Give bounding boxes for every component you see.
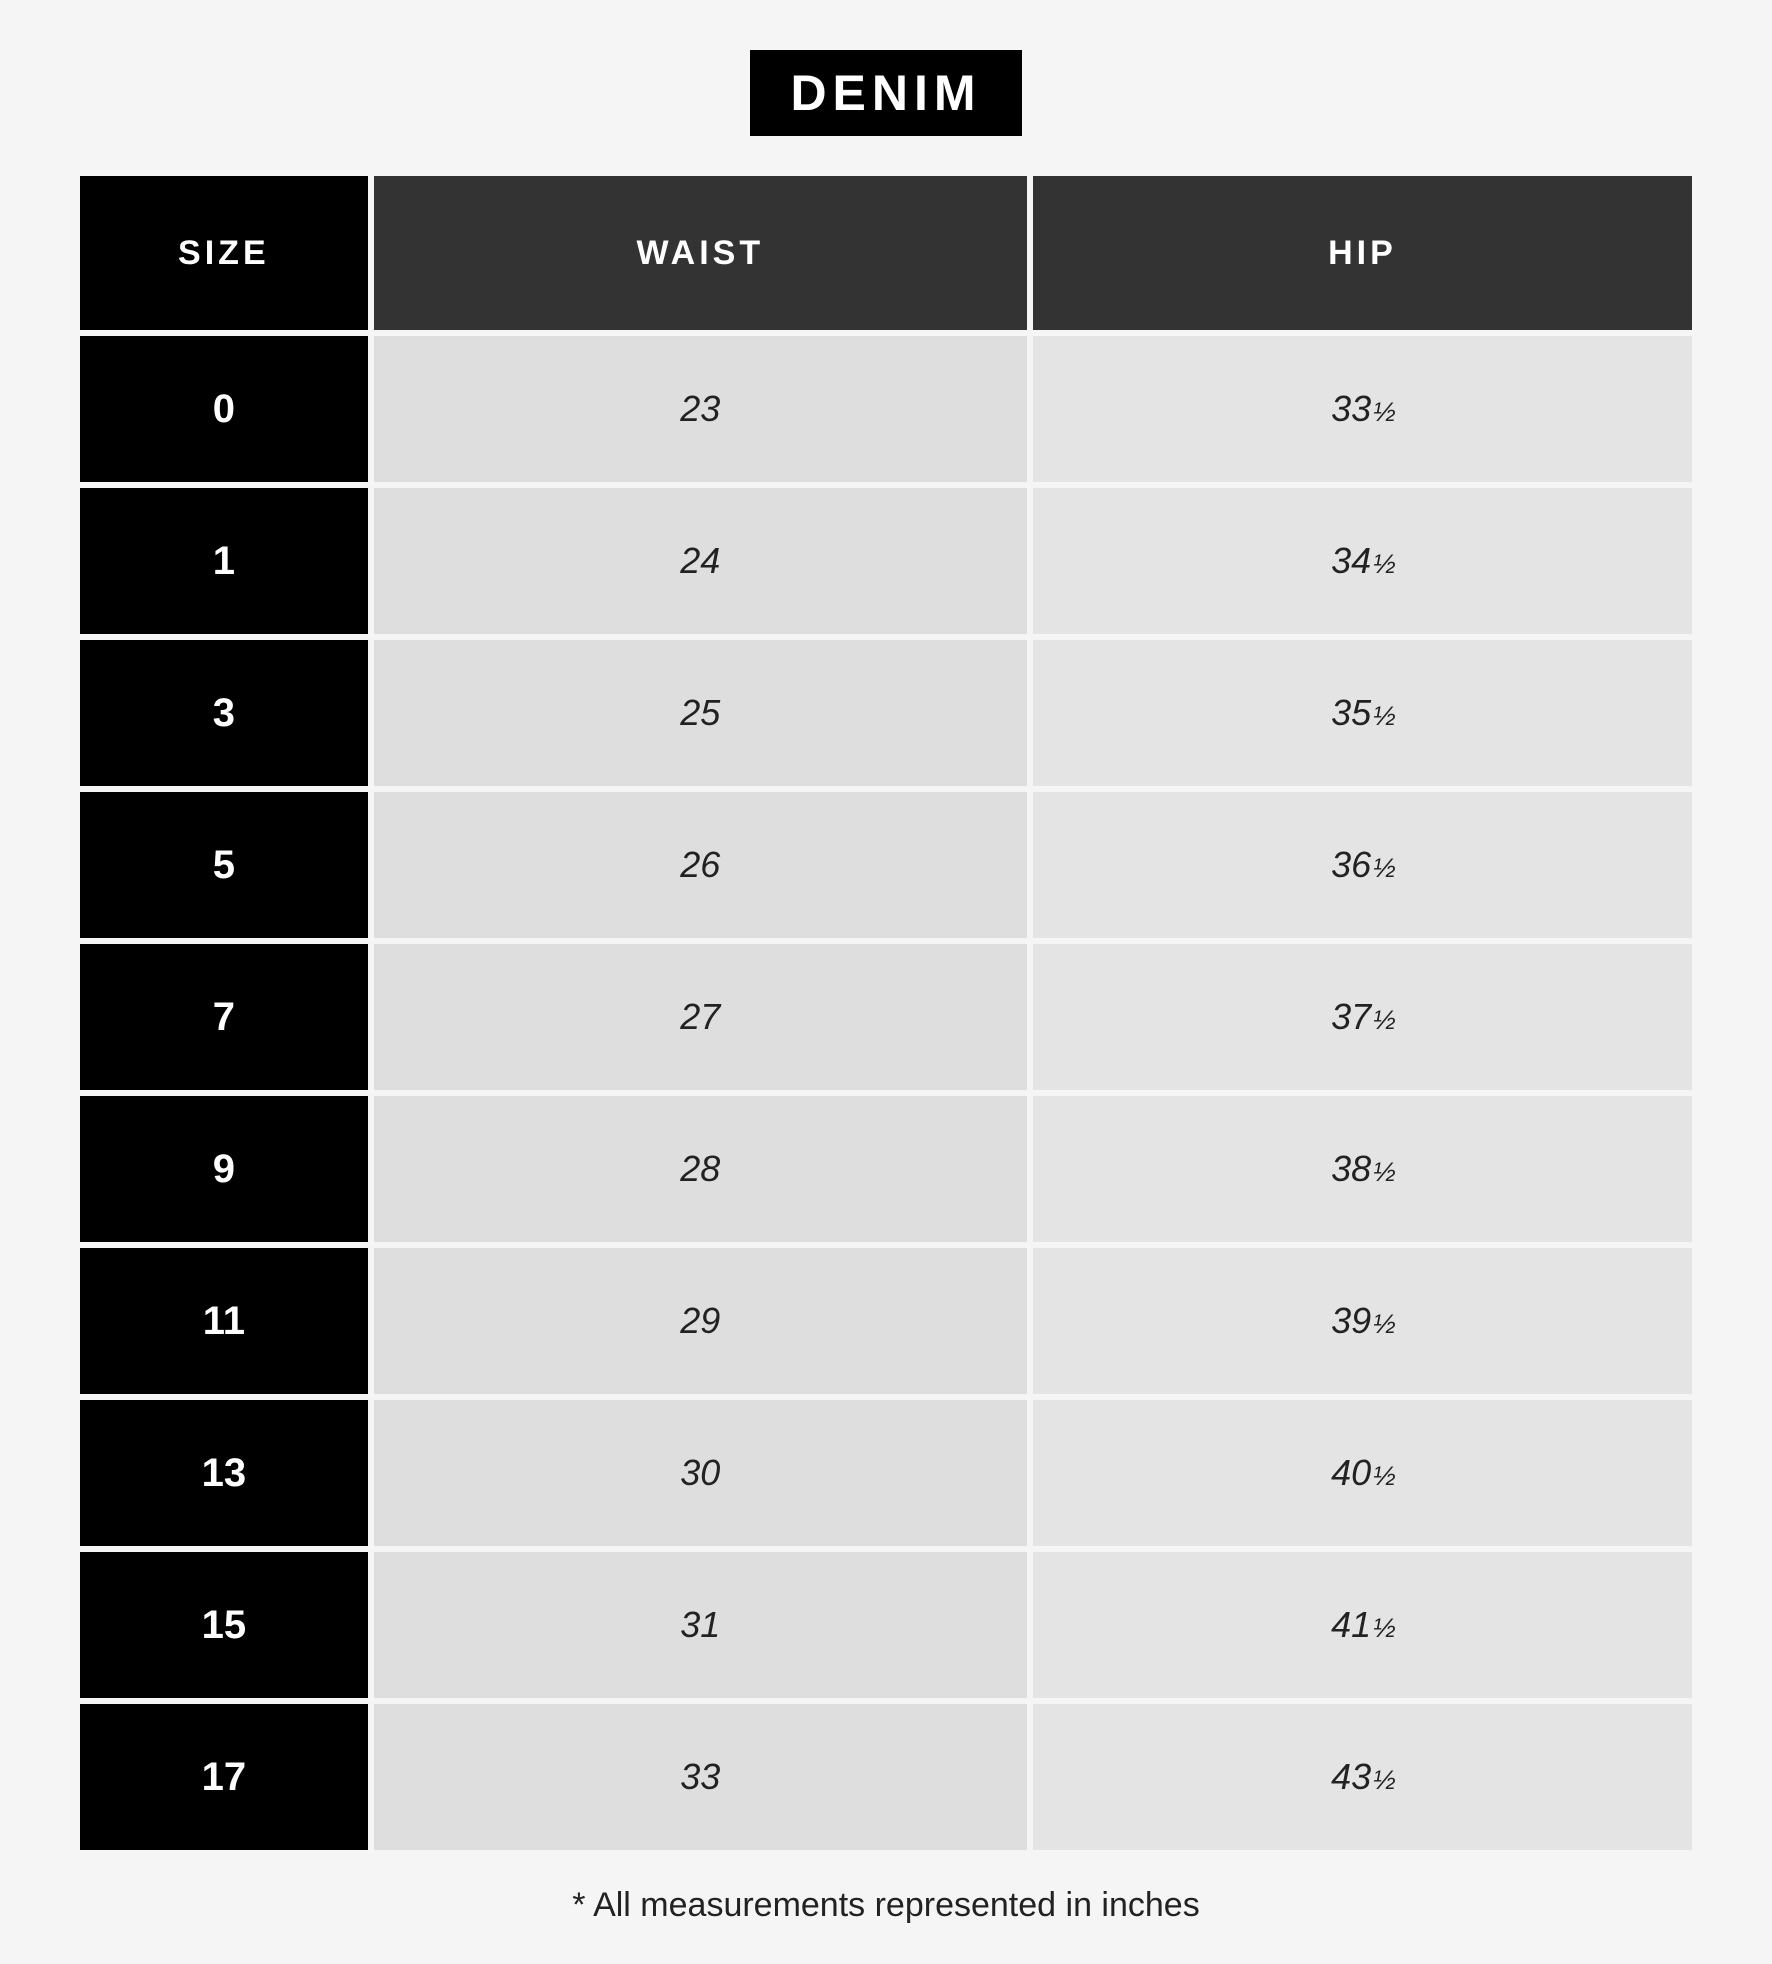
waist-cell: 31 bbox=[374, 1552, 1033, 1704]
table-row: 133040½ bbox=[80, 1400, 1692, 1552]
table-row: 02333½ bbox=[80, 336, 1692, 488]
size-cell: 15 bbox=[80, 1552, 374, 1704]
hip-fraction: ½ bbox=[1373, 853, 1394, 883]
hip-fraction: ½ bbox=[1373, 1005, 1394, 1035]
hip-fraction: ½ bbox=[1373, 1765, 1394, 1795]
hip-whole: 35 bbox=[1331, 692, 1371, 733]
hip-whole: 33 bbox=[1331, 388, 1371, 429]
hip-whole: 40 bbox=[1331, 1452, 1371, 1493]
page-title: DENIM bbox=[750, 50, 1021, 136]
size-cell: 1 bbox=[80, 488, 374, 640]
table-row: 12434½ bbox=[80, 488, 1692, 640]
waist-cell: 27 bbox=[374, 944, 1033, 1096]
waist-cell: 33 bbox=[374, 1704, 1033, 1856]
size-cell: 0 bbox=[80, 336, 374, 488]
hip-fraction: ½ bbox=[1373, 397, 1394, 427]
hip-whole: 39 bbox=[1331, 1300, 1371, 1341]
table-row: 52636½ bbox=[80, 792, 1692, 944]
hip-fraction: ½ bbox=[1373, 1461, 1394, 1491]
hip-cell: 35½ bbox=[1033, 640, 1692, 792]
table-row: 112939½ bbox=[80, 1248, 1692, 1400]
size-cell: 3 bbox=[80, 640, 374, 792]
waist-cell: 26 bbox=[374, 792, 1033, 944]
size-cell: 9 bbox=[80, 1096, 374, 1248]
size-cell: 11 bbox=[80, 1248, 374, 1400]
waist-cell: 23 bbox=[374, 336, 1033, 488]
hip-whole: 38 bbox=[1331, 1148, 1371, 1189]
hip-whole: 43 bbox=[1331, 1756, 1371, 1797]
hip-cell: 40½ bbox=[1033, 1400, 1692, 1552]
table-row: 153141½ bbox=[80, 1552, 1692, 1704]
waist-cell: 30 bbox=[374, 1400, 1033, 1552]
header-row: SIZE WAIST HIP bbox=[80, 176, 1692, 336]
table-row: 173343½ bbox=[80, 1704, 1692, 1856]
waist-cell: 29 bbox=[374, 1248, 1033, 1400]
title-container: DENIM bbox=[80, 50, 1692, 136]
waist-cell: 25 bbox=[374, 640, 1033, 792]
size-cell: 5 bbox=[80, 792, 374, 944]
hip-cell: 33½ bbox=[1033, 336, 1692, 488]
hip-cell: 41½ bbox=[1033, 1552, 1692, 1704]
size-chart-table: SIZE WAIST HIP 02333½12434½32535½52636½7… bbox=[80, 176, 1692, 1856]
table-row: 72737½ bbox=[80, 944, 1692, 1096]
hip-whole: 36 bbox=[1331, 844, 1371, 885]
size-cell: 17 bbox=[80, 1704, 374, 1856]
column-header-waist: WAIST bbox=[374, 176, 1033, 336]
hip-fraction: ½ bbox=[1373, 1613, 1394, 1643]
hip-cell: 37½ bbox=[1033, 944, 1692, 1096]
hip-cell: 34½ bbox=[1033, 488, 1692, 640]
hip-fraction: ½ bbox=[1373, 701, 1394, 731]
hip-fraction: ½ bbox=[1373, 1157, 1394, 1187]
hip-fraction: ½ bbox=[1373, 1309, 1394, 1339]
waist-cell: 28 bbox=[374, 1096, 1033, 1248]
hip-fraction: ½ bbox=[1373, 549, 1394, 579]
waist-cell: 24 bbox=[374, 488, 1033, 640]
hip-cell: 36½ bbox=[1033, 792, 1692, 944]
hip-cell: 39½ bbox=[1033, 1248, 1692, 1400]
footnote: * All measurements represented in inches bbox=[80, 1886, 1692, 1925]
hip-whole: 41 bbox=[1331, 1604, 1371, 1645]
table-row: 32535½ bbox=[80, 640, 1692, 792]
table-row: 92838½ bbox=[80, 1096, 1692, 1248]
column-header-hip: HIP bbox=[1033, 176, 1692, 336]
hip-whole: 34 bbox=[1331, 540, 1371, 581]
size-cell: 7 bbox=[80, 944, 374, 1096]
column-header-size: SIZE bbox=[80, 176, 374, 336]
hip-cell: 43½ bbox=[1033, 1704, 1692, 1856]
hip-cell: 38½ bbox=[1033, 1096, 1692, 1248]
size-cell: 13 bbox=[80, 1400, 374, 1552]
hip-whole: 37 bbox=[1331, 996, 1371, 1037]
